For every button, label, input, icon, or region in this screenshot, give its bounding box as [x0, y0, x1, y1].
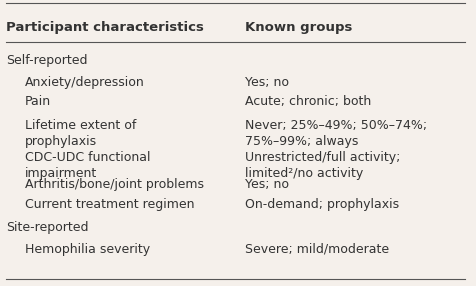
Text: Self-reported: Self-reported — [6, 54, 88, 67]
Text: Hemophilia severity: Hemophilia severity — [25, 243, 150, 256]
Text: Lifetime extent of
prophylaxis: Lifetime extent of prophylaxis — [25, 119, 136, 148]
Text: Site-reported: Site-reported — [6, 221, 89, 234]
Text: Severe; mild/moderate: Severe; mild/moderate — [245, 243, 389, 256]
Text: Anxiety/depression: Anxiety/depression — [25, 76, 145, 89]
Text: Current treatment regimen: Current treatment regimen — [25, 198, 194, 211]
Text: Arthritis/bone/joint problems: Arthritis/bone/joint problems — [25, 178, 204, 191]
Text: Known groups: Known groups — [245, 21, 352, 34]
Text: CDC-UDC functional
impairment: CDC-UDC functional impairment — [25, 151, 150, 180]
Text: Pain: Pain — [25, 96, 51, 108]
Text: Acute; chronic; both: Acute; chronic; both — [245, 96, 371, 108]
Text: Unrestricted/full activity;
limited²/no activity: Unrestricted/full activity; limited²/no … — [245, 151, 400, 180]
Text: Yes; no: Yes; no — [245, 76, 289, 89]
Text: Never; 25%–49%; 50%–74%;
75%–99%; always: Never; 25%–49%; 50%–74%; 75%–99%; always — [245, 119, 427, 148]
Text: Yes; no: Yes; no — [245, 178, 289, 191]
Text: On-demand; prophylaxis: On-demand; prophylaxis — [245, 198, 399, 211]
Text: Participant characteristics: Participant characteristics — [6, 21, 204, 34]
